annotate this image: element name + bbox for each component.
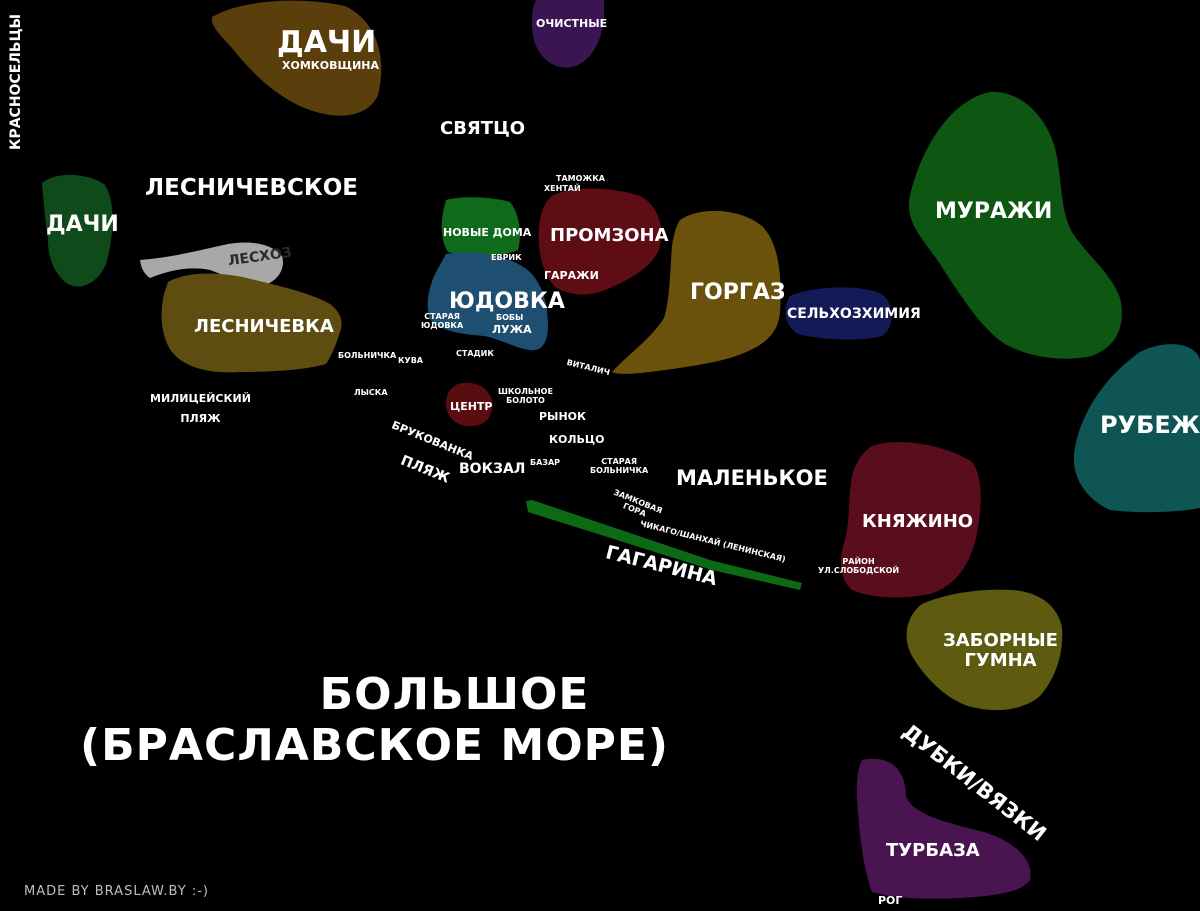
- rubezh-label: РУБЕЖ: [1100, 411, 1200, 439]
- krasnoseltsy-label: КРАСНОСЕЛЬЦЫ: [8, 13, 24, 150]
- region-dachi-top[interactable]: [211, 0, 382, 116]
- bazar-label: БАЗАР: [530, 458, 561, 467]
- turbaza-label: ТУРБАЗА: [886, 840, 980, 861]
- lyska-label: ЛЫСКА: [354, 388, 388, 397]
- khomkovshchina-label: ХОМКОВЩИНА: [282, 59, 380, 72]
- luzha-label: ЛУЖА: [492, 323, 532, 336]
- yudovka-label: ЮДОВКА: [449, 289, 565, 314]
- staraya-yudovka-label: СТАРАЯ ЮДОВКА: [421, 312, 464, 330]
- garazhi-label: ГАРАЖИ: [544, 269, 599, 282]
- bolshoe-lake-label: БОЛЬШОЕ (БРАСЛАВСКОЕ МОРЕ): [80, 669, 670, 771]
- rayon-slobodskoy-label: РАЙОН УЛ.СЛОБОДСКОЙ: [818, 557, 900, 575]
- region-leskhoz[interactable]: [140, 242, 284, 287]
- murazhi-label: МУРАЖИ: [935, 199, 1053, 224]
- militseyskiy-plyazh-label: МИЛИЦЕЙСКИЙ ПЛЯЖ: [150, 392, 251, 426]
- region-rubezh[interactable]: [1073, 344, 1200, 513]
- ochistnye-label: ОЧИСТНЫЕ: [536, 17, 608, 30]
- region-zabornye-gumna[interactable]: [906, 589, 1063, 711]
- region-murazhi[interactable]: [908, 91, 1122, 359]
- bolnichka-label: БОЛЬНИЧКА: [338, 351, 397, 360]
- lesnichevka-label: ЛЕСНИЧЕВКА: [194, 316, 334, 337]
- knyazhino-label: КНЯЖИНО: [862, 511, 974, 532]
- koltso-label: КОЛЬЦО: [549, 433, 605, 446]
- region-turbaza[interactable]: [856, 758, 1031, 899]
- malenkoe-label: МАЛЕНЬКОЕ: [676, 466, 828, 490]
- region-knyazhino[interactable]: [840, 441, 981, 598]
- region-tsentr[interactable]: [446, 382, 493, 427]
- zabornye-gumna-label: ЗАБОРНЫЕ ГУМНА: [943, 630, 1058, 671]
- region-lesnichevka[interactable]: [161, 273, 342, 373]
- region-dachi-left[interactable]: [42, 174, 113, 287]
- region-gorgaz[interactable]: [612, 210, 781, 374]
- region-promzona[interactable]: [538, 188, 662, 295]
- khentay-label: ХЕНТАЙ: [544, 184, 581, 193]
- rog-label: РОГ: [878, 894, 903, 907]
- tsentr-label: ЦЕНТР: [450, 400, 493, 413]
- lesnichevskoe-label: ЛЕСНИЧЕВСКОЕ: [145, 175, 358, 201]
- svyattso-label: СВЯТЦО: [440, 118, 526, 139]
- kuva-label: КУВА: [398, 356, 423, 365]
- region-ochistnye[interactable]: [531, 0, 605, 68]
- staraya-bolnichka-label: СТАРАЯ БОЛЬНИЧКА: [590, 457, 649, 475]
- dachi-top-label: ДАЧИ: [277, 25, 377, 60]
- shkolnoe-boloto-label: ШКОЛЬНОЕ БОЛОТО: [498, 387, 553, 405]
- promzona-label: ПРОМЗОНА: [550, 225, 669, 246]
- vokzal-label: ВОКЗАЛ: [459, 461, 526, 477]
- credit-text: MADE BY BRASLAW.BY :-): [24, 884, 209, 899]
- selkhozkhimiya-label: СЕЛЬХОЗХИМИЯ: [787, 306, 921, 322]
- region-yudovka[interactable]: [427, 252, 548, 351]
- region-novye-doma[interactable]: [441, 197, 520, 257]
- gorgaz-label: ГОРГАЗ: [690, 280, 786, 305]
- region-selkhozkhimiya[interactable]: [785, 287, 892, 340]
- stadik-label: СТАДИК: [456, 349, 494, 358]
- rynok-label: РЫНОК: [539, 410, 587, 423]
- boby-label: БОБЫ: [496, 313, 524, 322]
- evrik-label: ЕВРИК: [491, 253, 522, 262]
- novye-doma-label: НОВЫЕ ДОМА: [443, 226, 532, 239]
- street-gagarina[interactable]: [526, 500, 802, 590]
- dachi-left-label: ДАЧИ: [46, 212, 119, 237]
- tamozhka-label: ТАМОЖКА: [556, 174, 605, 183]
